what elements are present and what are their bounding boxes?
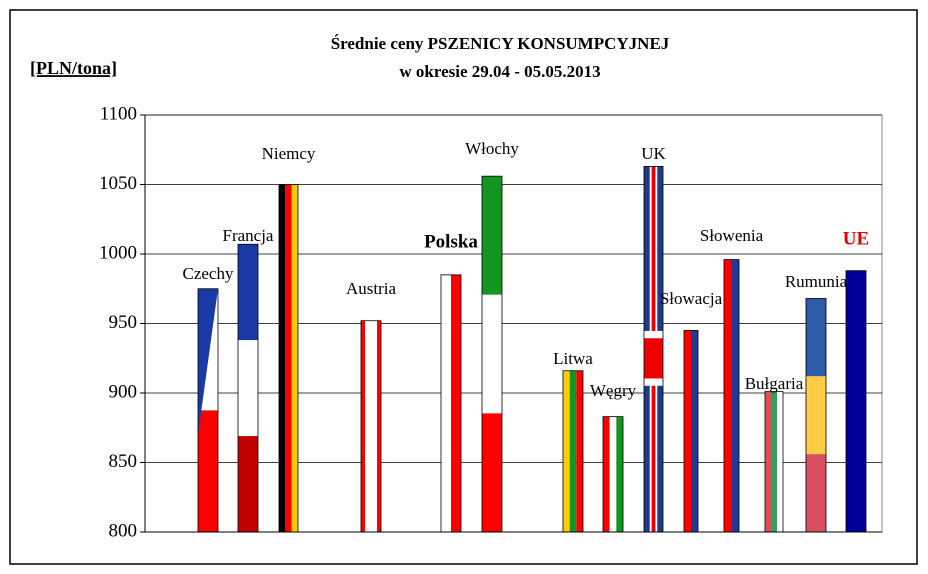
category-label: Austria [346,279,397,298]
category-label: Bułgaria [745,374,804,393]
flag-bar [684,330,698,532]
flag-bar [482,176,502,532]
flag-stripe [482,176,502,295]
y-axis-label: [PLN/tona] [30,58,117,78]
category-label: UE [843,228,869,249]
flag-bar [644,166,663,532]
y-tick-label: 800 [109,520,138,541]
flag-stripe [603,416,610,532]
flag-stripe [771,391,777,532]
flag-stripe [369,320,373,532]
flag-stripe [482,294,502,414]
flag-bar [846,270,866,532]
flag-stripe [765,391,771,532]
flag-stripe [238,436,258,532]
y-tick-label: 950 [109,312,138,333]
flag-stripe [731,259,739,532]
category-label: Czechy [183,264,234,283]
flag-stripe [198,288,218,435]
flag-bar [441,274,461,532]
flag-stripe [238,244,258,341]
flag-stripe [609,416,617,532]
flag-stripe [441,274,451,532]
category-label: UK [641,144,666,163]
flag-stripe [806,376,826,455]
flag-stripe [365,320,369,532]
flag-stripe [691,330,698,532]
category-label: Włochy [465,139,519,158]
flag-stripe [198,410,218,532]
chart-title: Średnie ceny PSZENICY KONSUMPCYJNEJ [331,34,670,53]
flag-bar [765,391,783,532]
flag-stripe [806,454,826,532]
flag-stripe [724,259,732,532]
category-label: Francja [223,226,274,245]
flag-stripe [238,340,258,437]
flag-stripe [482,413,502,532]
flag-stripe [576,370,583,532]
category-label: Litwa [553,349,593,368]
y-tick-label: 1100 [100,103,137,124]
flag-stripe [279,184,286,532]
flag-stripe [777,391,783,532]
category-label: Niemcy [262,144,316,163]
y-tick-label: 1000 [99,242,137,263]
flag-bar [724,259,739,532]
flag-bar [603,416,623,532]
flag-stripe [569,370,577,532]
flag-stripe [373,320,377,532]
flag-bar [279,184,298,532]
flag-stripe [291,184,298,532]
flag-bar [198,288,218,532]
y-tick-label: 1050 [99,173,137,194]
flag-stripe [616,416,623,532]
flag-bar [563,370,583,532]
flag-stripe [451,274,461,532]
flag-bar [806,298,826,532]
flag-stripe [684,330,691,532]
category-label: Węgry [590,381,637,400]
flag-stripe [377,320,381,532]
category-label: Rumunia [785,272,848,291]
category-label: Słowenia [700,226,764,245]
category-label: Słowacja [660,289,723,308]
category-label: Polska [424,231,478,252]
flag-bar [361,320,381,532]
flag-stripe [644,338,663,379]
flag-stripe [285,184,292,532]
y-tick-label: 850 [109,451,138,472]
flag-stripe [846,270,866,532]
chart-subtitle: w okresie 29.04 - 05.05.2013 [399,62,600,81]
flag-stripe [806,298,826,377]
flag-bar [238,244,258,532]
y-tick-label: 900 [109,381,138,402]
flag-stripe [361,320,365,532]
flag-stripe [563,370,570,532]
